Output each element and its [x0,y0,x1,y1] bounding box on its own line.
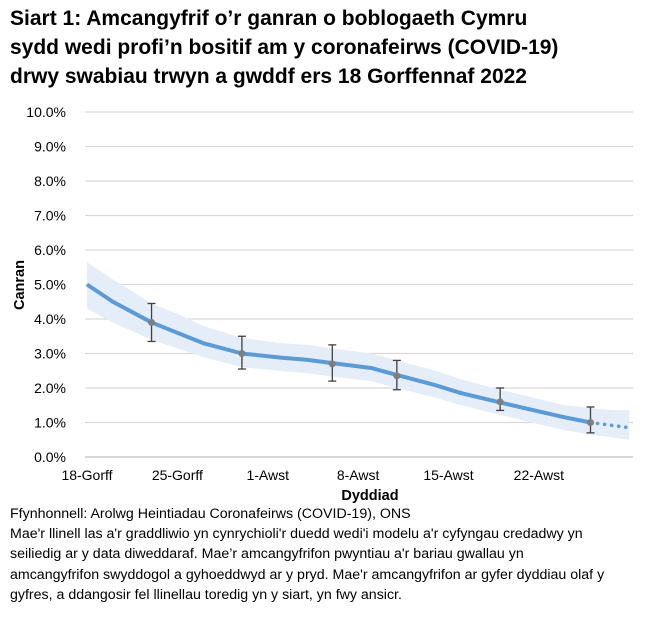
y-tick-label: 0.0% [34,449,66,465]
credible-interval-band [87,262,630,440]
y-tick-label: 10.0% [26,104,66,120]
x-tick-label: 25-Gorff [152,467,203,483]
x-tick-label: 8-Awst [337,467,380,483]
y-tick-label: 4.0% [34,311,66,327]
point-estimate [148,318,156,326]
y-tick-label: 6.0% [34,242,66,258]
note-line: gyfres, a ddangosir fel llinellau toredi… [10,586,402,603]
point-estimate [586,419,594,426]
point-estimate [328,360,336,368]
title-line: Siart 1: Amcangyfrif o’r ganran o boblog… [10,7,528,30]
x-tick-label: 18-Gorff [61,467,112,483]
x-tick-label: 22-Awst [514,467,564,483]
y-tick-label: 1.0% [34,415,66,431]
y-tick-label: 9.0% [34,139,66,155]
point-estimate [496,398,504,406]
point-estimate [393,372,401,380]
note-line: amcangyfrifon swyddogol a gyhoeddwyd ar … [10,566,605,583]
y-tick-label: 7.0% [34,208,66,224]
y-tick-label: 5.0% [34,277,66,293]
chart-notes: Ffynhonnell: Arolwg Heintiadau Coronafei… [10,504,660,605]
title-line: sydd wedi profi’n bositif am y coronafei… [10,36,559,59]
note-line: seiliedig ar y data diweddaraf. Mae’r am… [10,546,524,563]
y-tick-label: 8.0% [34,173,66,189]
point-estimate [238,350,246,357]
y-axis-label: Canran [12,260,28,310]
chart-title: Siart 1: Amcangyfrif o’r ganran o boblog… [10,4,660,91]
note-line: Mae'r llinell las a'r graddliwio yn cynr… [10,526,583,543]
y-tick-label: 2.0% [34,380,66,396]
title-line: drwy swabiau trwyn a gwddf ers 18 Gorffe… [10,65,527,88]
trend-line-uncertain [588,420,631,430]
source-note: Ffynhonnell: Arolwg Heintiadau Coronafei… [10,506,411,522]
y-tick-label: 3.0% [34,346,66,362]
x-axis-label: Dyddiad [341,488,398,504]
x-tick-label: 1-Awst [246,467,289,483]
x-tick-label: 15-Awst [423,467,473,483]
